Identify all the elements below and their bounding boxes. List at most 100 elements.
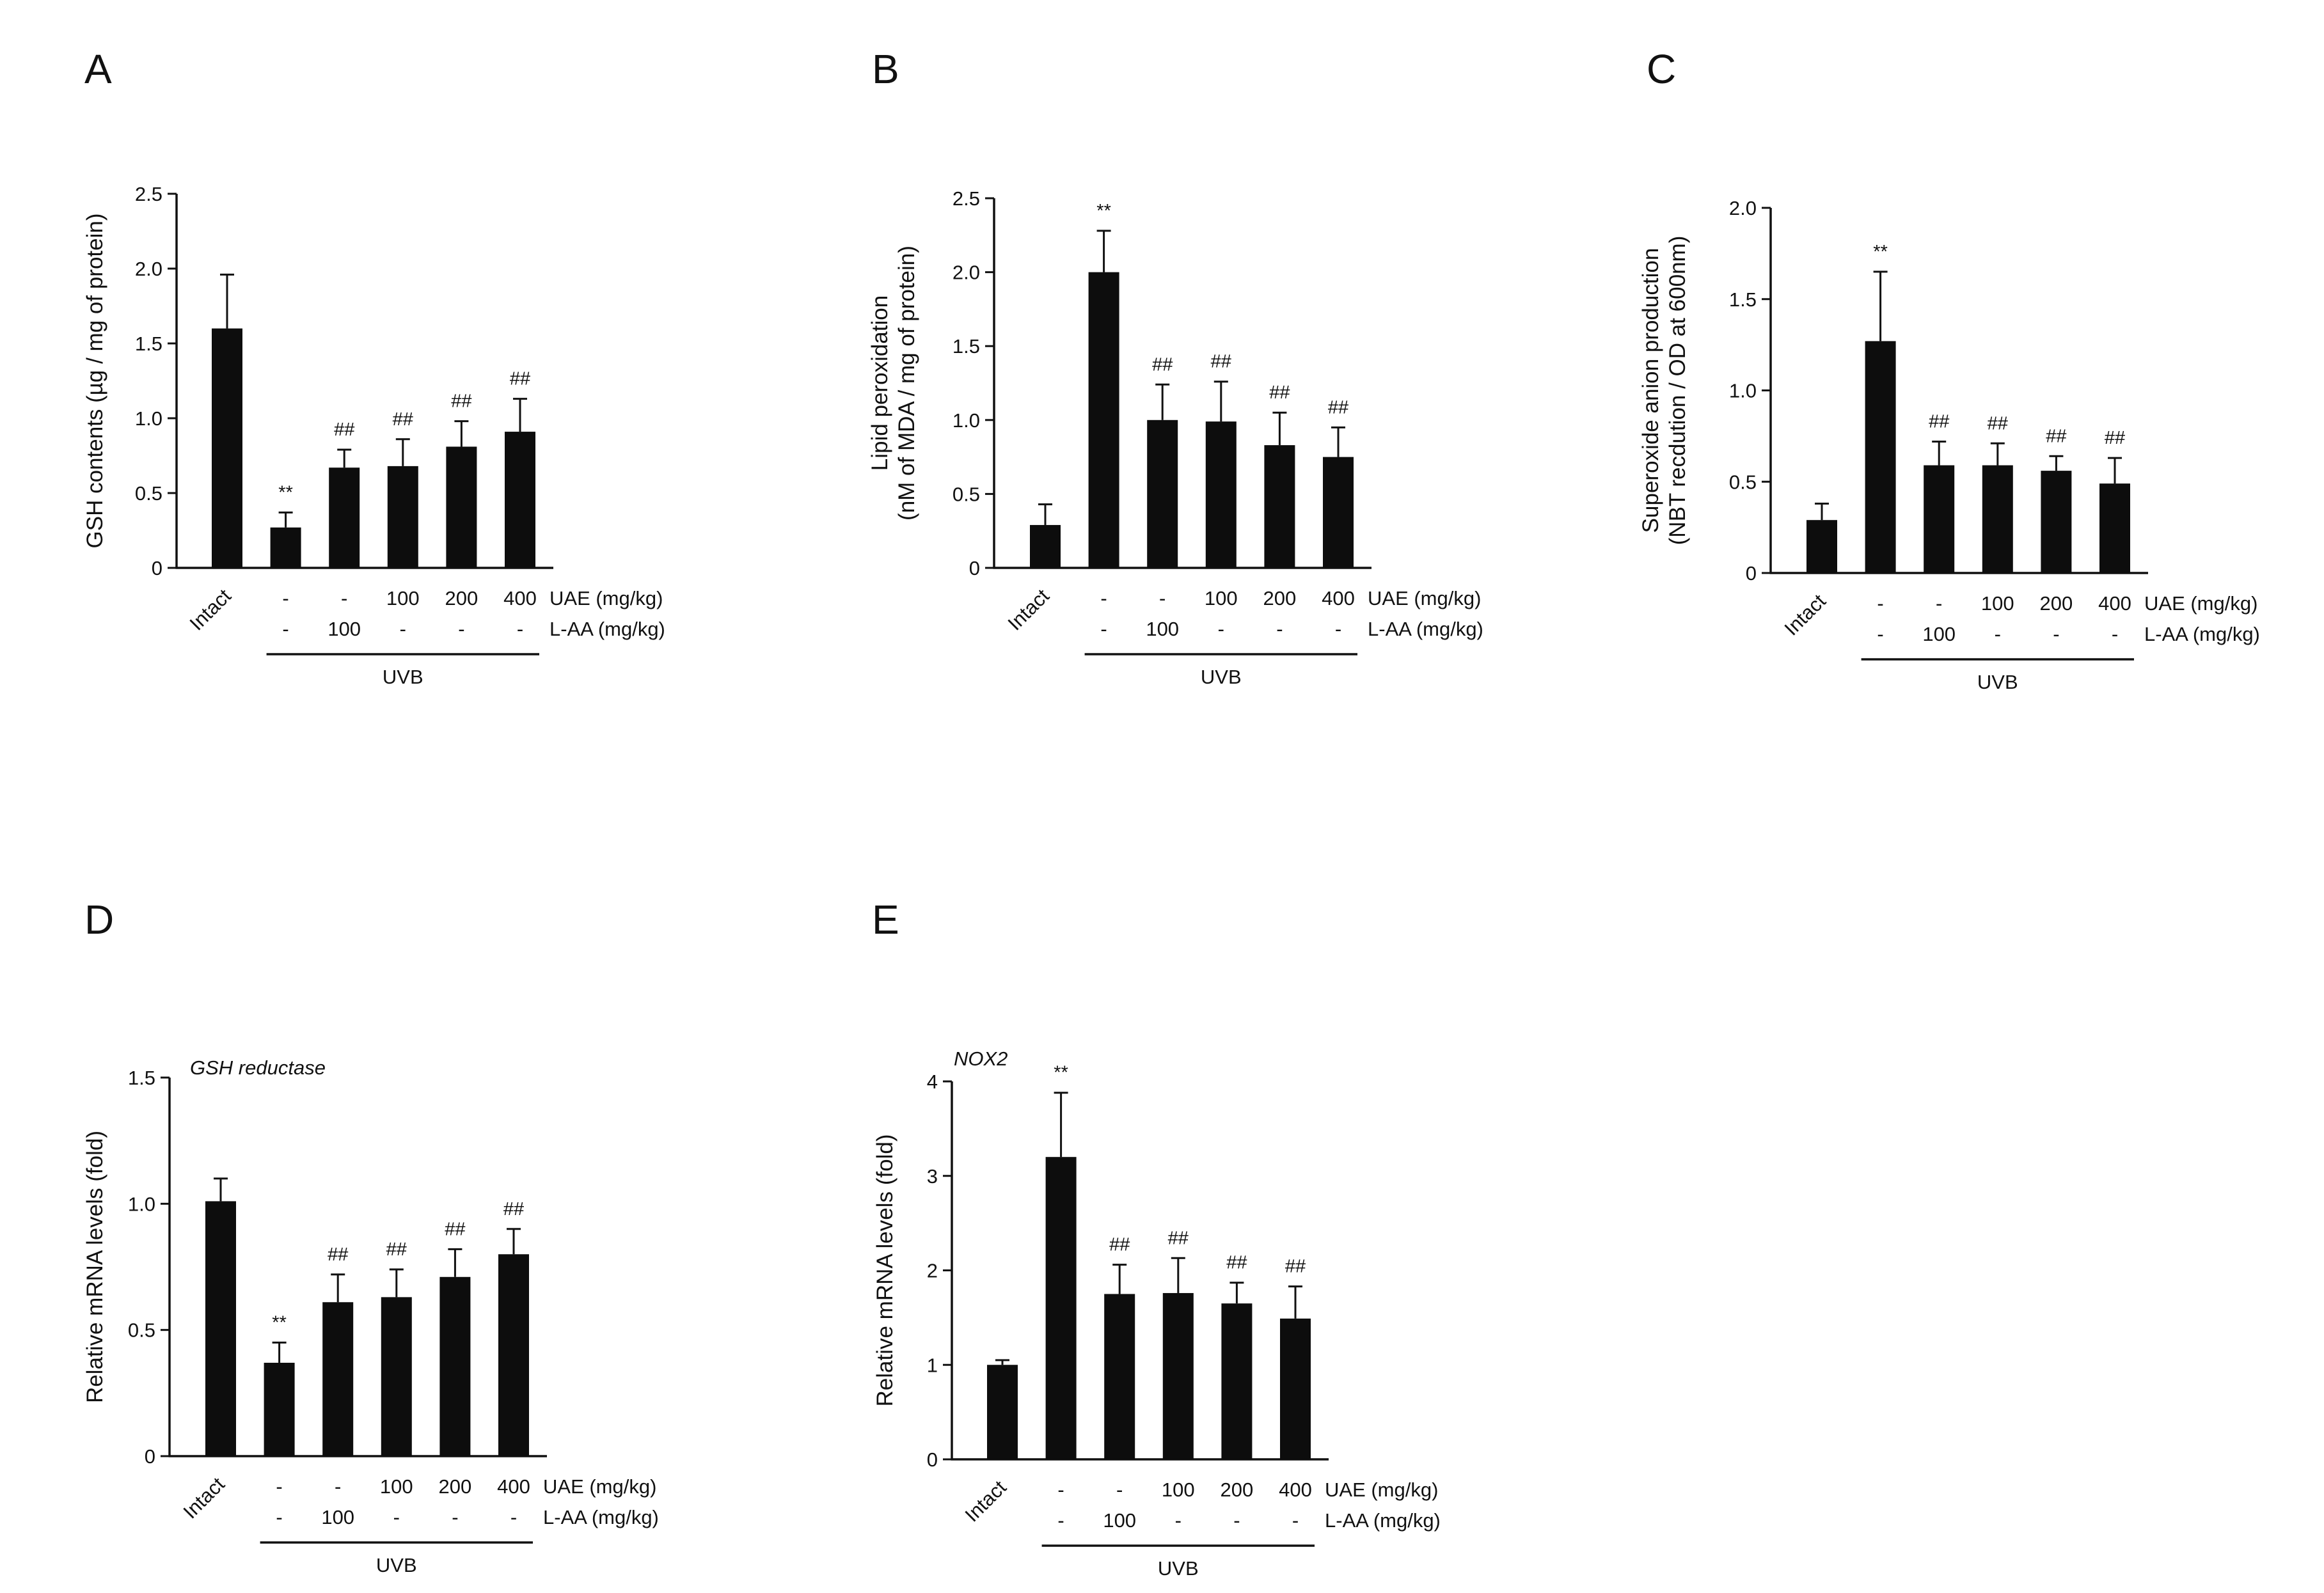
bar-b-2 — [1147, 420, 1178, 568]
uae-dose-b-4: 400 — [1322, 587, 1355, 609]
uae-dose-b-1: - — [1159, 587, 1166, 609]
y-tick-label-e: 2 — [927, 1260, 938, 1282]
significance-e-4: ## — [1226, 1253, 1247, 1273]
uae-dose-a-0: - — [282, 587, 289, 609]
uae-row-label-d: UAE (mg/kg) — [543, 1475, 656, 1498]
bar-e-4 — [1221, 1303, 1253, 1459]
significance-a-3: ## — [393, 409, 413, 430]
uae-dose-a-2: 100 — [386, 587, 420, 609]
bar-a-3 — [387, 466, 418, 568]
bar-b-1 — [1088, 272, 1119, 568]
significance-d-3: ## — [386, 1239, 407, 1260]
uae-dose-b-2: 100 — [1205, 587, 1238, 609]
laa-dose-b-4: - — [1335, 618, 1341, 640]
y-tick-label-c: 0.5 — [1729, 471, 1757, 493]
x-label-intact-e: Intact — [961, 1476, 1011, 1526]
uae-dose-e-0: - — [1057, 1479, 1064, 1501]
laa-dose-a-4: - — [517, 618, 523, 640]
bar-d-0 — [205, 1201, 236, 1456]
uae-dose-a-1: - — [341, 587, 347, 609]
uae-dose-d-2: 100 — [380, 1475, 413, 1498]
laa-dose-b-3: - — [1276, 618, 1283, 640]
y-tick-label-b: 2.5 — [953, 187, 980, 210]
significance-b-5: ## — [1328, 397, 1348, 418]
y-tick-label-a: 1.5 — [135, 333, 162, 355]
y-tick-label-c: 1.0 — [1729, 380, 1757, 402]
laa-dose-e-3: - — [1233, 1509, 1240, 1532]
laa-row-label-c: L-AA (mg/kg) — [2144, 623, 2260, 645]
y-tick-label-b: 1.0 — [953, 409, 980, 432]
y-tick-label-d: 0 — [145, 1445, 155, 1468]
bar-e-3 — [1162, 1292, 1194, 1459]
x-label-intact-b: Intact — [1004, 585, 1054, 635]
y-tick-label-d: 1.5 — [128, 1067, 155, 1089]
significance-e-2: ## — [1109, 1235, 1130, 1255]
y-tick-label-a: 2.5 — [135, 183, 162, 205]
laa-row-label-b: L-AA (mg/kg) — [1368, 618, 1483, 640]
y-tick-label-b: 1.5 — [953, 335, 980, 357]
y-tick-label-a: 0 — [152, 557, 162, 579]
uae-dose-d-0: - — [276, 1475, 282, 1498]
y-tick-label-b: 0.5 — [953, 483, 980, 505]
uae-dose-e-3: 200 — [1221, 1479, 1254, 1501]
laa-dose-a-2: - — [400, 618, 406, 640]
significance-c-1: ** — [1873, 242, 1888, 262]
bar-b-0 — [1030, 524, 1061, 568]
y-axis-title-c: (NBT recdution / OD at 600nm) — [1665, 236, 1690, 545]
laa-dose-c-3: - — [2053, 623, 2059, 645]
x-label-intact-d: Intact — [179, 1473, 230, 1523]
y-tick-label-a: 1.0 — [135, 407, 162, 430]
y-axis-title-b: (nM of MDA / mg of protein) — [894, 246, 919, 521]
uvb-group-label-d: UVB — [376, 1554, 417, 1576]
y-tick-label-b: 2.0 — [953, 262, 980, 284]
significance-d-2: ## — [328, 1244, 348, 1265]
panel-letter-c: C — [1647, 46, 1676, 92]
panel-letter-d: D — [84, 897, 114, 943]
uae-dose-a-3: 200 — [445, 587, 478, 609]
bar-e-1 — [1045, 1157, 1077, 1459]
bar-e-0 — [987, 1365, 1018, 1459]
uae-dose-c-1: - — [1936, 592, 1942, 615]
uvb-group-label-e: UVB — [1158, 1557, 1199, 1580]
uae-dose-e-1: - — [1116, 1479, 1123, 1501]
significance-e-1: ** — [1054, 1063, 1068, 1083]
laa-dose-b-2: - — [1218, 618, 1224, 640]
laa-dose-c-4: - — [2112, 623, 2118, 645]
laa-dose-c-1: 100 — [1922, 623, 1956, 645]
uae-dose-a-4: 400 — [503, 587, 537, 609]
uvb-group-label-c: UVB — [1977, 671, 2018, 693]
uae-dose-d-4: 400 — [497, 1475, 530, 1498]
significance-c-4: ## — [2046, 426, 2066, 446]
significance-d-1: ** — [272, 1312, 287, 1333]
uae-row-label-c: UAE (mg/kg) — [2144, 592, 2257, 615]
significance-e-3: ## — [1168, 1228, 1189, 1248]
y-tick-label-d: 0.5 — [128, 1319, 155, 1342]
y-axis-title-c: Superoxide anion production — [1638, 248, 1663, 533]
bar-a-0 — [212, 328, 242, 568]
bar-d-3 — [381, 1297, 412, 1456]
uvb-group-label-a: UVB — [383, 666, 423, 688]
significance-b-4: ## — [1269, 382, 1290, 403]
bar-b-5 — [1323, 457, 1354, 568]
y-tick-label-e: 3 — [927, 1165, 938, 1188]
laa-row-label-d: L-AA (mg/kg) — [543, 1506, 659, 1528]
panel-letter-e: E — [872, 897, 899, 943]
y-tick-label-a: 2.0 — [135, 258, 162, 280]
significance-e-5: ## — [1285, 1257, 1306, 1277]
significance-a-2: ## — [334, 420, 354, 440]
uae-row-label-a: UAE (mg/kg) — [549, 587, 663, 609]
bar-c-3 — [1982, 465, 2013, 573]
panel-letter-b: B — [872, 46, 899, 92]
significance-a-4: ## — [451, 391, 471, 412]
significance-b-2: ## — [1152, 354, 1173, 375]
uae-row-label-e: UAE (mg/kg) — [1325, 1479, 1438, 1501]
laa-dose-c-2: - — [1995, 623, 2001, 645]
bar-b-4 — [1264, 445, 1295, 568]
laa-dose-a-3: - — [458, 618, 464, 640]
y-axis-title-d: Relative mRNA levels (fold) — [83, 1131, 107, 1403]
laa-dose-e-1: 100 — [1103, 1509, 1136, 1532]
laa-dose-d-2: - — [393, 1506, 400, 1528]
laa-dose-d-0: - — [276, 1506, 282, 1528]
y-tick-label-e: 4 — [927, 1071, 938, 1093]
